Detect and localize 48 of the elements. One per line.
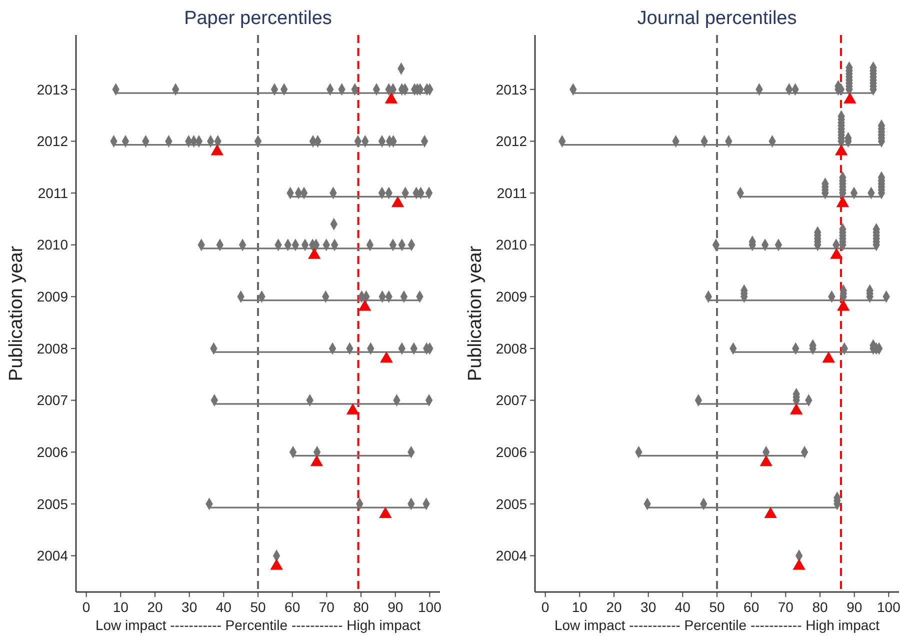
x-tick-label: 50 (709, 599, 725, 615)
y-axis-title: Publication year (6, 245, 27, 382)
y-tick-label: 2007 (36, 392, 68, 408)
y-tick-label: 2006 (36, 444, 68, 460)
y-tick-label: 2005 (36, 496, 68, 512)
y-tick-label: 2010 (36, 236, 68, 253)
x-tick-label: 10 (112, 599, 129, 615)
x-tick-label: 40 (674, 599, 691, 615)
y-tick-label: 2007 (496, 392, 528, 408)
y-tick-label: 2009 (496, 288, 528, 305)
x-tick-label: 70 (318, 599, 335, 615)
x-axis-title: Low impact ----------- Percentile ----------- High impact (95, 617, 421, 633)
y-tick-label: 2005 (496, 496, 528, 512)
x-tick-label: 90 (846, 599, 862, 615)
x-tick-label: 60 (284, 599, 300, 615)
x-tick-label: 80 (812, 599, 828, 615)
x-tick-label: 70 (778, 599, 794, 615)
y-tick-label: 2009 (36, 288, 68, 305)
x-tick-label: 30 (640, 599, 656, 615)
x-tick-label: 0 (541, 599, 550, 615)
y-axis-title: Publication year (465, 245, 486, 382)
chart-title: Journal percentiles (637, 8, 797, 29)
y-tick-label: 2004 (496, 548, 528, 564)
y-tick-label: 2008 (36, 340, 68, 356)
x-tick-label: 40 (216, 599, 232, 615)
x-axis-title: Low impact ----------- Percentile ----------- High impact (554, 617, 880, 633)
y-tick-label: 2011 (496, 184, 528, 201)
x-tick-label: 90 (388, 599, 404, 615)
x-tick-label: 10 (572, 599, 588, 615)
chart-title: Paper percentiles (184, 8, 332, 29)
x-tick-label: 30 (182, 599, 198, 615)
x-tick-label: 20 (147, 599, 163, 615)
x-tick-label: 0 (82, 599, 90, 615)
y-tick-label: 2004 (36, 548, 68, 564)
x-tick-label: 80 (353, 599, 370, 615)
y-tick-label: 2013 (36, 81, 68, 98)
y-tick-label: 2008 (496, 340, 528, 356)
x-tick-label: 100 (418, 599, 442, 615)
x-tick-label: 100 (877, 599, 901, 615)
y-tick-label: 2010 (496, 236, 528, 253)
y-tick-label: 2012 (36, 133, 68, 150)
x-tick-label: 20 (606, 599, 622, 615)
x-tick-label: 60 (744, 599, 760, 615)
y-tick-label: 2011 (38, 184, 68, 201)
y-tick-label: 2006 (496, 444, 528, 460)
y-tick-label: 2013 (496, 81, 528, 98)
y-tick-label: 2012 (496, 133, 528, 150)
x-tick-label: 50 (250, 599, 266, 615)
